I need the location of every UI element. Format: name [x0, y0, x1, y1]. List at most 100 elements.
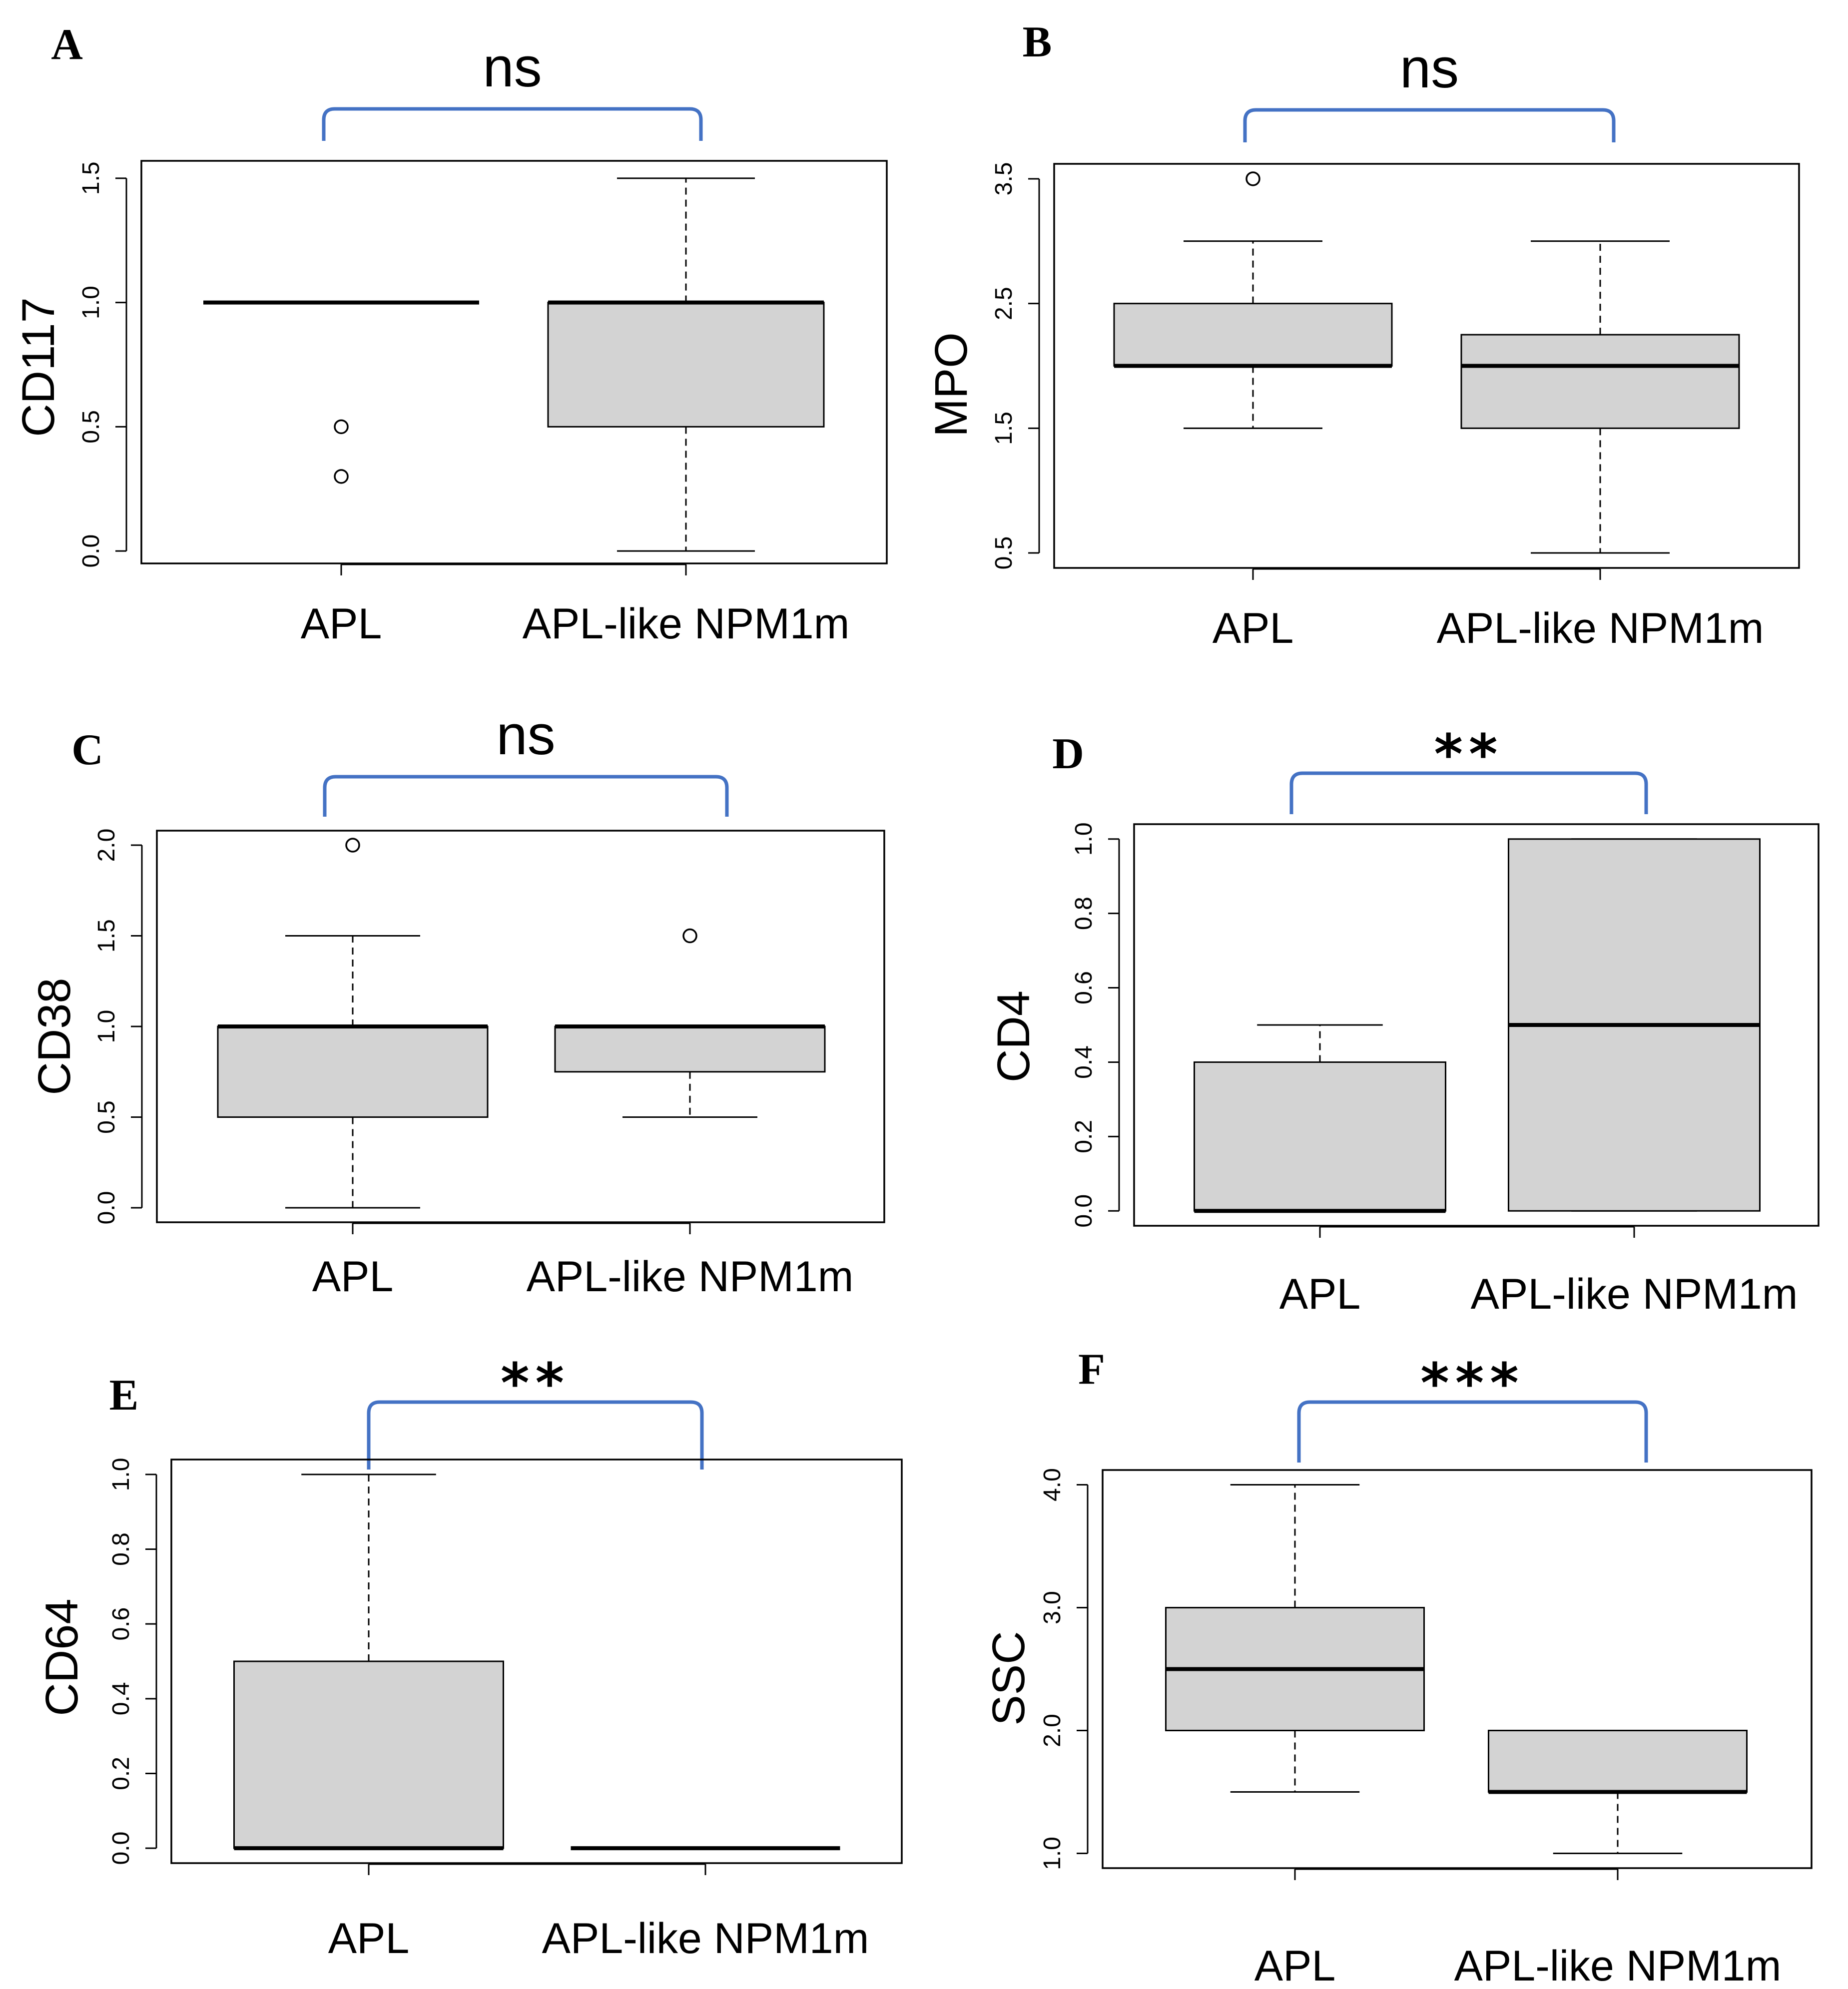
- category-label: APL: [1254, 1942, 1336, 1989]
- category-label: APL: [1213, 604, 1294, 652]
- box-apl-like-npm1m: [1508, 838, 1761, 1212]
- outlier-point: [345, 838, 360, 853]
- interquartile-box: [1460, 334, 1740, 429]
- box-apl: [203, 300, 479, 484]
- category-label: APL-like NPM1m: [527, 1253, 854, 1301]
- box-apl-like-npm1m: [1460, 240, 1740, 554]
- y-tick-label: 0.6: [1071, 971, 1097, 1004]
- box-apl-like-npm1m: [547, 177, 825, 552]
- significance-bracket: [367, 1400, 704, 1470]
- y-axis-title: SSC: [983, 1631, 1034, 1725]
- y-tick-label: 0.0: [93, 1191, 120, 1225]
- plot-frame: [170, 1459, 903, 1864]
- y-tick-label: 0.4: [1071, 1045, 1097, 1079]
- y-tick-label: 1.5: [93, 919, 120, 953]
- interquartile-box: [1488, 1729, 1748, 1793]
- category-label: APL: [301, 600, 382, 648]
- category-label: APL-like NPM1m: [1437, 604, 1764, 652]
- y-tick-label: 0.8: [1071, 897, 1097, 930]
- y-tick-label: 0.6: [108, 1607, 134, 1641]
- significance-bracket: [323, 775, 729, 817]
- significance-label: **: [1434, 722, 1503, 786]
- y-axis-title: CD4: [988, 991, 1039, 1082]
- interquartile-box: [554, 1025, 826, 1073]
- y-tick-label: 1.0: [1039, 1837, 1066, 1870]
- panel-d: D ** 0.0 0.2 0.4 0.6 0.8 1.0 CD4 APL APL-like NPM1…: [988, 722, 1820, 1318]
- significance-label: **: [501, 1351, 570, 1415]
- y-tick-label: 2.5: [991, 287, 1017, 320]
- significance-bracket: [1297, 1400, 1648, 1463]
- category-label: APL-like NPM1m: [523, 600, 850, 648]
- interquartile-box: [547, 302, 825, 428]
- significance-bracket: [1289, 771, 1648, 814]
- interquartile-box: [1194, 1061, 1446, 1212]
- interquartile-box: [233, 1660, 504, 1849]
- y-tick-label: 0.2: [1071, 1120, 1097, 1153]
- outlier-point: [334, 419, 349, 435]
- y-tick-label: 0.8: [108, 1532, 134, 1566]
- plot-frame: [1133, 823, 1820, 1227]
- y-tick-label: 0.0: [1071, 1194, 1097, 1228]
- significance-label: ***: [1420, 1351, 1525, 1415]
- panel-letter: B: [1023, 18, 1052, 66]
- significance-bracket: [1243, 108, 1616, 142]
- plot-frame: [1053, 163, 1800, 569]
- panel-f: F *** 1.0 2.0 3.0 4.0 SSC APL APL-like NPM1m: [983, 1345, 1813, 1989]
- box-apl: [1165, 1484, 1425, 1793]
- box-apl-like-npm1m: [1488, 1729, 1748, 1854]
- panel-letter: C: [71, 726, 103, 774]
- y-tick-label: 1.5: [991, 412, 1017, 445]
- y-axis-title: CD64: [36, 1598, 87, 1716]
- panel-letter: A: [51, 20, 83, 69]
- y-axis-title: CD38: [29, 978, 80, 1095]
- y-tick-label: 3.0: [1039, 1591, 1066, 1624]
- y-tick-label: 1.5: [78, 161, 104, 195]
- significance-bracket: [322, 107, 703, 141]
- plot-frame: [156, 830, 885, 1223]
- y-tick-label: 0.5: [93, 1100, 120, 1134]
- panel-letter: F: [1078, 1345, 1105, 1394]
- category-label: APL: [312, 1253, 394, 1301]
- y-tick-label: 0.0: [108, 1832, 134, 1865]
- panel-e: E ** 0.0 0.2 0.4 0.6 0.8 1.0 CD64 APL APL-like NPM…: [36, 1351, 903, 1963]
- outlier-point: [1245, 171, 1260, 186]
- box-apl: [1113, 171, 1393, 429]
- category-label: APL-like NPM1m: [542, 1915, 869, 1963]
- y-axis-title: MPO: [926, 332, 977, 437]
- y-tick-label: 1.0: [93, 1010, 120, 1043]
- panel-letter: D: [1052, 730, 1084, 778]
- category-label: APL: [328, 1915, 410, 1963]
- y-tick-label: 0.2: [108, 1757, 134, 1790]
- significance-label: ns: [496, 704, 555, 766]
- y-axis-title: CD117: [13, 297, 64, 437]
- interquartile-box: [1113, 303, 1393, 367]
- y-tick-label: 0.0: [78, 534, 104, 568]
- significance-label: ns: [1400, 37, 1459, 99]
- y-tick-label: 4.0: [1039, 1468, 1066, 1501]
- plot-frame: [1102, 1469, 1813, 1869]
- y-tick-label: 2.0: [1039, 1714, 1066, 1747]
- significance-label: ns: [483, 36, 542, 98]
- box-apl: [1194, 1024, 1446, 1213]
- outlier-point: [334, 469, 349, 484]
- y-tick-label: 2.0: [93, 829, 120, 862]
- category-label: APL: [1279, 1270, 1361, 1318]
- panel-letter: E: [109, 1371, 139, 1420]
- y-tick-label: 1.0: [108, 1458, 134, 1492]
- y-tick-label: 1.0: [78, 286, 104, 319]
- y-tick-label: 1.0: [1071, 822, 1097, 856]
- box-apl-like-npm1m: [554, 928, 826, 1118]
- y-tick-label: 0.5: [991, 536, 1017, 570]
- category-label: APL-like NPM1m: [1454, 1942, 1782, 1989]
- y-tick-label: 0.4: [108, 1682, 134, 1715]
- category-label: APL-like NPM1m: [1471, 1270, 1798, 1318]
- y-tick-label: 3.5: [991, 162, 1017, 196]
- y-tick-label: 0.5: [78, 410, 104, 444]
- box-apl: [233, 1474, 504, 1851]
- box-apl: [217, 838, 489, 1209]
- interquartile-box: [217, 1025, 489, 1118]
